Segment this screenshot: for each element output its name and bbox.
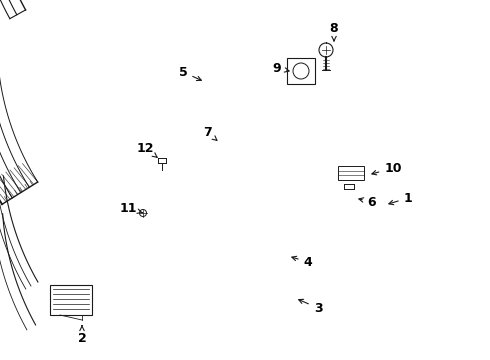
Text: 12: 12 <box>136 141 157 157</box>
Text: 6: 6 <box>359 195 376 208</box>
Text: 7: 7 <box>203 126 217 140</box>
Text: 2: 2 <box>77 326 86 345</box>
Text: 4: 4 <box>292 256 313 269</box>
Text: 3: 3 <box>299 299 322 315</box>
Text: 9: 9 <box>273 62 289 75</box>
Text: 5: 5 <box>179 66 201 81</box>
Text: 10: 10 <box>372 162 402 175</box>
Bar <box>287 58 315 84</box>
Text: 1: 1 <box>389 192 413 205</box>
Bar <box>338 166 364 180</box>
Text: 11: 11 <box>119 202 142 215</box>
Text: 8: 8 <box>330 22 338 41</box>
